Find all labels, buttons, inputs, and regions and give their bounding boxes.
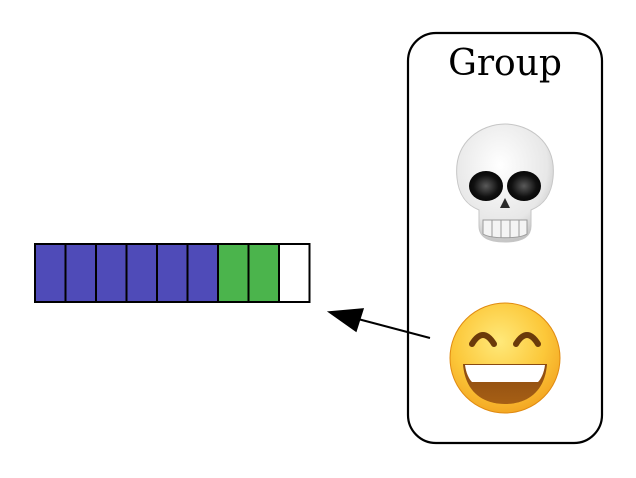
bar-cell-filled-green: [247, 243, 280, 303]
group-title: Group: [448, 43, 562, 84]
bar-cell-filled-green: [217, 243, 250, 303]
bar-cell-filled-blue: [156, 243, 189, 303]
grinning-face-icon: [449, 302, 561, 414]
bar-cell-filled-blue: [186, 243, 219, 303]
bar-cell-empty: [278, 243, 311, 303]
bar-cell-filled-blue: [125, 243, 158, 303]
bar-cell-filled-blue: [64, 243, 97, 303]
bar-cell-filled-blue: [34, 243, 67, 303]
bar-cell-filled-blue: [95, 243, 128, 303]
skull-icon: [456, 123, 554, 243]
edge-arrow: [326, 308, 431, 339]
group-frame: [406, 31, 604, 445]
group-cluster: Group: [406, 31, 604, 445]
segmented-bar: [34, 243, 311, 303]
